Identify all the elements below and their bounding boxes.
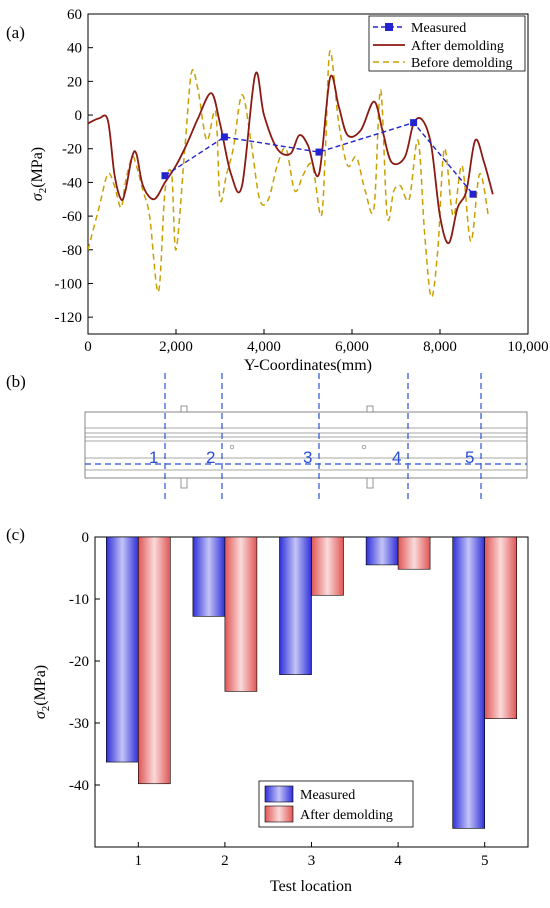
- y-tick-label: -80: [62, 243, 82, 259]
- y-tick-label: -120: [55, 310, 83, 326]
- series-measured-line: [164, 121, 474, 195]
- series-after-demolding-line: [88, 71, 494, 244]
- bar-after-demolding: [138, 536, 171, 785]
- bar-measured: [365, 536, 399, 566]
- bar-after-demolding: [484, 536, 518, 719]
- legend-measured-label: Measured: [411, 21, 466, 36]
- chart-c-ylabel: σ2(MPa): [32, 665, 52, 719]
- bar-after-demolding: [224, 536, 258, 692]
- section-label: 4: [392, 448, 401, 467]
- legend-measured-label: Measured: [300, 788, 355, 803]
- y-tick-label: 60: [67, 7, 82, 23]
- y-tick-label: -10: [69, 592, 89, 608]
- chart-a-xlabel: Y-Coordinates(mm): [244, 357, 372, 374]
- y-tick-label: 40: [67, 41, 82, 57]
- x-tick-label: 2: [221, 853, 229, 869]
- lifting-lug: [180, 405, 188, 413]
- y-tick-label: -40: [62, 175, 82, 191]
- lifting-lug: [366, 405, 374, 413]
- section-label: 3: [303, 448, 312, 467]
- beam-outline: [84, 411, 528, 479]
- beam-hole: [229, 444, 235, 450]
- y-tick-label: -20: [62, 142, 82, 158]
- series-before-demolding-line: [88, 50, 490, 298]
- y-tick-label: -100: [55, 276, 83, 292]
- legend-after-label: After demolding: [411, 39, 504, 54]
- legend-before-label: Before demolding: [411, 56, 512, 71]
- chart-c-legend: Measured After demolding: [258, 780, 414, 828]
- y-tick-label: -40: [69, 778, 89, 794]
- y-tick-label: -20: [69, 654, 89, 670]
- measured-point: [161, 172, 169, 180]
- section-label: 5: [465, 448, 474, 467]
- y-tick-label: 0: [82, 530, 90, 546]
- x-tick-label: 3: [308, 853, 316, 869]
- bar-measured: [106, 536, 139, 763]
- chart-c-xlabel: Test location: [270, 878, 352, 895]
- legend-measured-marker: [385, 23, 393, 31]
- bar-after-demolding: [397, 536, 431, 570]
- x-tick-label: 1: [135, 853, 143, 869]
- beam-diagram: 1 2 3 4 5: [84, 373, 528, 500]
- x-tick-label: 5: [481, 853, 489, 869]
- measured-point: [410, 119, 418, 127]
- chart-a: 0 2,000 4,000 6,000 8,000 10,000 60 40 20 0 -20 -40…: [29, 7, 549, 374]
- measured-point: [220, 133, 228, 141]
- bar-measured: [279, 536, 312, 675]
- x-tick-label: 8,000: [423, 339, 457, 355]
- x-tick-label: 4: [394, 853, 402, 869]
- chart-c: 0 -10 -20 -30 -40 1 2 3 4 5 Test location σ2(MPa)…: [32, 530, 529, 895]
- beam-hole: [361, 444, 367, 450]
- support-block: [366, 477, 374, 489]
- measured-point: [315, 148, 323, 156]
- panel-label-c: (c): [6, 525, 25, 544]
- bar-measured: [452, 536, 486, 829]
- panel-label-b: (b): [6, 372, 26, 391]
- x-tick-label: 2,000: [159, 339, 193, 355]
- support-block: [180, 477, 188, 489]
- x-tick-label: 0: [84, 339, 92, 355]
- x-tick-label: 4,000: [247, 339, 281, 355]
- section-label: 2: [206, 448, 215, 467]
- legend-after-label: After demolding: [300, 808, 393, 823]
- y-tick-label: 20: [67, 74, 82, 90]
- legend-after-swatch: [264, 805, 294, 823]
- panel-label-a: (a): [6, 23, 25, 42]
- x-tick-label: 6,000: [335, 339, 369, 355]
- chart-a-ylabel: σ2(MPa): [29, 147, 49, 201]
- chart-a-legend: Measured After demolding Before demoldin…: [368, 15, 526, 72]
- bar-after-demolding: [311, 536, 344, 596]
- chart-a-frame: [87, 13, 529, 335]
- y-tick-label: -60: [62, 209, 82, 225]
- legend-measured-swatch: [264, 785, 294, 803]
- x-tick-label: 10,000: [507, 339, 548, 355]
- measured-point: [469, 190, 477, 198]
- y-tick-label: -30: [69, 716, 89, 732]
- y-tick-label: 0: [75, 108, 83, 124]
- bar-measured: [192, 536, 226, 617]
- section-label: 1: [149, 448, 158, 467]
